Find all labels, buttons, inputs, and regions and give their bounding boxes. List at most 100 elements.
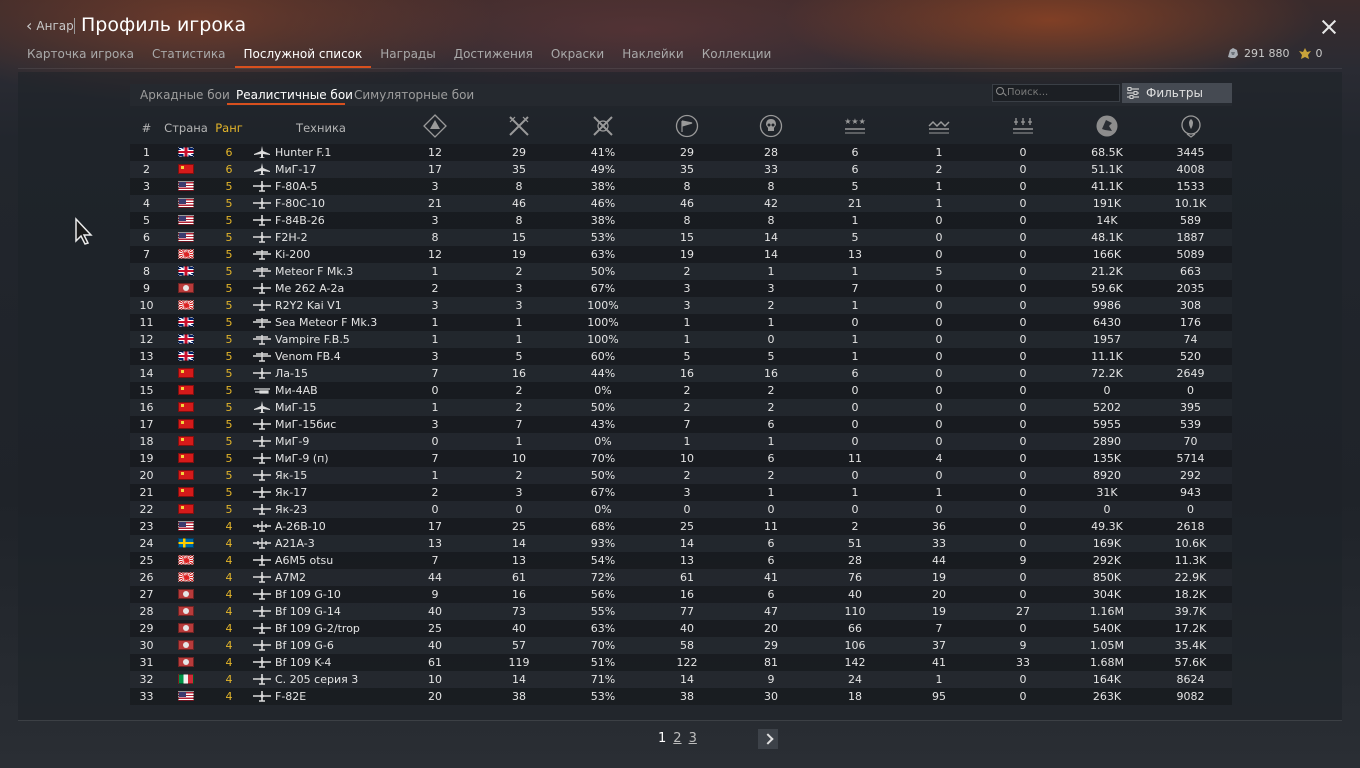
table-row[interactable]: 19 5 МиГ-9 (п) 7 10 70% 10 6 11 4 0 135K 5714 xyxy=(130,450,1232,467)
table-row[interactable]: 28 4 Bf 109 G-14 40 73 55% 77 47 110 19 27 1.16M 39.… xyxy=(130,603,1232,620)
col-victories[interactable] xyxy=(477,111,561,144)
row-vehicle[interactable]: Hunter F.1 xyxy=(249,144,393,161)
table-row[interactable]: 6 5 F2H-2 8 15 53% 15 14 5 0 0 48.1K 1887 xyxy=(130,229,1232,246)
table-row[interactable]: 18 5 МиГ-9 0 1 0% 1 1 0 0 0 2890 70 xyxy=(130,433,1232,450)
table-row[interactable]: 12 5 Vampire F.B.5 1 1 100% 1 0 1 0 0 1957 74 xyxy=(130,331,1232,348)
table-row[interactable]: 15 5 Ми-4АВ 0 2 0% 2 2 0 0 0 0 0 xyxy=(130,382,1232,399)
page-2[interactable]: 2 xyxy=(673,731,682,746)
table-row[interactable]: 21 5 Як-17 2 3 67% 3 1 1 1 0 31K 943 xyxy=(130,484,1232,501)
table-row[interactable]: 25 4 A6M5 otsu 7 13 54% 13 6 28 44 9 292K 11.3K xyxy=(130,552,1232,569)
table-row[interactable]: 5 5 F-84B-26 3 8 38% 8 8 1 0 0 14K 589 xyxy=(130,212,1232,229)
row-vehicle[interactable]: Bf 109 G-2/trop xyxy=(249,620,393,637)
tab-profile-6[interactable]: Наклейки xyxy=(622,47,684,61)
row-vehicle[interactable]: МиГ-9 xyxy=(249,433,393,450)
row-vehicle[interactable]: R2Y2 Kai V1 xyxy=(249,297,393,314)
table-row[interactable]: 11 5 Sea Meteor F Mk.3 1 1 100% 1 1 0 0 0 6430 176 xyxy=(130,314,1232,331)
table-row[interactable]: 24 4 A21A-3 13 14 93% 14 6 51 33 0 169K 10.6K xyxy=(130,535,1232,552)
row-vehicle[interactable]: Meteor F Mk.3 xyxy=(249,263,393,280)
col-country[interactable]: Страна xyxy=(164,120,208,135)
tab-profile-2[interactable]: Послужной список xyxy=(234,44,372,68)
row-vehicle[interactable]: Venom FB.4 xyxy=(249,348,393,365)
row-vehicle[interactable]: A7M2 xyxy=(249,569,393,586)
row-vehicle[interactable]: МиГ-15 xyxy=(249,399,393,416)
row-vehicle[interactable]: Sea Meteor F Mk.3 xyxy=(249,314,393,331)
table-row[interactable]: 9 5 Me 262 A-2a 2 3 67% 3 3 7 0 0 59.6K 2035 xyxy=(130,280,1232,297)
page-1[interactable]: 1 xyxy=(658,731,667,746)
row-vehicle[interactable]: F2H-2 xyxy=(249,229,393,246)
tab-profile-7[interactable]: Коллекции xyxy=(701,47,772,61)
row-vehicle[interactable]: Як-17 xyxy=(249,484,393,501)
table-row[interactable]: 16 5 МиГ-15 1 2 50% 2 2 0 0 0 5202 395 xyxy=(130,399,1232,416)
table-row[interactable]: 23 4 A-26B-10 17 25 68% 25 11 2 36 0 49.3K 2618 xyxy=(130,518,1232,535)
row-vehicle[interactable]: F-84B-26 xyxy=(249,212,393,229)
col-respawns[interactable] xyxy=(645,111,729,144)
table-row[interactable]: 20 5 Як-15 1 2 50% 2 2 0 0 0 8920 292 xyxy=(130,467,1232,484)
row-vehicle[interactable]: A21A-3 xyxy=(249,535,393,552)
col-silver-lions[interactable] xyxy=(1149,111,1232,144)
row-vehicle[interactable]: Як-23 xyxy=(249,501,393,518)
table-row[interactable]: 2 6 МиГ-17 17 35 49% 35 33 6 2 0 51.1K 4008 xyxy=(130,161,1232,178)
table-row[interactable]: 7 5 Ki-200 12 19 63% 19 14 13 0 0 166K 5089 xyxy=(130,246,1232,263)
row-vehicle[interactable]: Ki-200 xyxy=(249,246,393,263)
row-vehicle[interactable]: A6M5 otsu xyxy=(249,552,393,569)
table-row[interactable]: 3 5 F-80A-5 3 8 38% 8 8 5 1 0 41.1K 1533 xyxy=(130,178,1232,195)
row-vehicle[interactable]: Bf 109 G-14 xyxy=(249,603,393,620)
row-vehicle[interactable]: Ла-15 xyxy=(249,365,393,382)
row-vehicle[interactable]: F-80A-5 xyxy=(249,178,393,195)
row-vehicle[interactable]: Vampire F.B.5 xyxy=(249,331,393,348)
col-number[interactable]: # xyxy=(141,120,152,135)
col-ground-kills[interactable] xyxy=(897,111,981,144)
col-naval-kills[interactable] xyxy=(981,111,1065,144)
table-row[interactable]: 13 5 Venom FB.4 3 5 60% 5 5 1 0 0 11.1K 520 xyxy=(130,348,1232,365)
table-row[interactable]: 22 5 Як-23 0 0 0% 0 0 0 0 0 0 0 xyxy=(130,501,1232,518)
col-research-points[interactable] xyxy=(1065,111,1149,144)
table-row[interactable]: 32 4 C. 205 серия 3 10 14 71% 14 9 24 1 0 164K 8624 xyxy=(130,671,1232,688)
col-battles[interactable] xyxy=(393,111,477,144)
row-vehicle[interactable]: C. 205 серия 3 xyxy=(249,671,393,688)
row-vehicle[interactable]: Bf 109 G-10 xyxy=(249,586,393,603)
table-row[interactable]: 8 5 Meteor F Mk.3 1 2 50% 2 1 1 5 0 21.2K 663 xyxy=(130,263,1232,280)
tab-arcade-battles[interactable]: Аркадные бои xyxy=(140,88,230,102)
row-vehicle[interactable]: F-82E xyxy=(249,688,393,705)
table-row[interactable]: 26 4 A7M2 44 61 72% 61 41 76 19 0 850K 22.9K xyxy=(130,569,1232,586)
table-row[interactable]: 33 4 F-82E 20 38 53% 38 30 18 95 0 263K 9082 xyxy=(130,688,1232,705)
tab-profile-5[interactable]: Окраски xyxy=(550,47,605,61)
tab-realistic-battles[interactable]: Реалистичные бои xyxy=(236,88,353,102)
table-row[interactable]: 14 5 Ла-15 7 16 44% 16 16 6 0 0 72.2K 2649 xyxy=(130,365,1232,382)
tab-profile-4[interactable]: Достижения xyxy=(453,47,533,61)
col-air-kills[interactable]: ★★★ xyxy=(813,111,897,144)
close-icon[interactable] xyxy=(1320,18,1338,36)
search-input[interactable]: Поиск... xyxy=(992,84,1120,102)
row-vehicle[interactable]: A-26B-10 xyxy=(249,518,393,535)
table-row[interactable]: 27 4 Bf 109 G-10 9 16 56% 16 6 40 20 0 304K 18.2K xyxy=(130,586,1232,603)
col-rank[interactable]: Ранг xyxy=(215,120,243,135)
table-row[interactable]: 31 4 Bf 109 K-4 61 119 51% 122 81 142 41 33 1.68M 57… xyxy=(130,654,1232,671)
table-row[interactable]: 4 5 F-80C-10 21 46 46% 46 42 21 1 0 191K 10.1K xyxy=(130,195,1232,212)
row-vehicle[interactable]: Bf 109 G-6 xyxy=(249,637,393,654)
table-row[interactable]: 17 5 МиГ-15бис 3 7 43% 7 6 0 0 0 5955 539 xyxy=(130,416,1232,433)
row-vehicle[interactable]: F-80C-10 xyxy=(249,195,393,212)
table-row[interactable]: 1 6 Hunter F.1 12 29 41% 29 28 6 1 0 68.5K 3445 xyxy=(130,144,1232,161)
row-vehicle[interactable]: Ми-4АВ xyxy=(249,382,393,399)
row-vehicle[interactable]: МиГ-17 xyxy=(249,161,393,178)
page-3[interactable]: 3 xyxy=(688,731,697,746)
row-vehicle[interactable]: МиГ-15бис xyxy=(249,416,393,433)
row-deaths: 20 xyxy=(764,622,778,635)
tab-profile-1[interactable]: Статистика xyxy=(152,47,226,61)
row-vehicle[interactable]: Me 262 A-2a xyxy=(249,280,393,297)
col-vehicle[interactable]: Техника xyxy=(296,120,346,135)
row-vehicle[interactable]: Bf 109 K-4 xyxy=(249,654,393,671)
row-vehicle[interactable]: МиГ-9 (п) xyxy=(249,450,393,467)
next-page-button[interactable] xyxy=(758,729,778,749)
table-row[interactable]: 29 4 Bf 109 G-2/trop 25 40 63% 40 20 66 7 0 540K 17.… xyxy=(130,620,1232,637)
row-vehicle[interactable]: Як-15 xyxy=(249,467,393,484)
back-to-hangar-button[interactable]: ‹ Ангар xyxy=(26,18,74,34)
tab-simulator-battles[interactable]: Симуляторные бои xyxy=(354,88,475,102)
col-deaths[interactable] xyxy=(729,111,813,144)
col-win-rate[interactable] xyxy=(561,111,645,144)
table-row[interactable]: 10 5 R2Y2 Kai V1 3 3 100% 3 2 1 0 0 9986 308 xyxy=(130,297,1232,314)
filters-button[interactable]: Фильтры xyxy=(1122,83,1232,103)
table-row[interactable]: 30 4 Bf 109 G-6 40 57 70% 58 29 106 37 9 1.05M 35.4K xyxy=(130,637,1232,654)
tab-profile-0[interactable]: Карточка игрока xyxy=(27,47,134,61)
tab-profile-3[interactable]: Награды xyxy=(380,47,436,61)
